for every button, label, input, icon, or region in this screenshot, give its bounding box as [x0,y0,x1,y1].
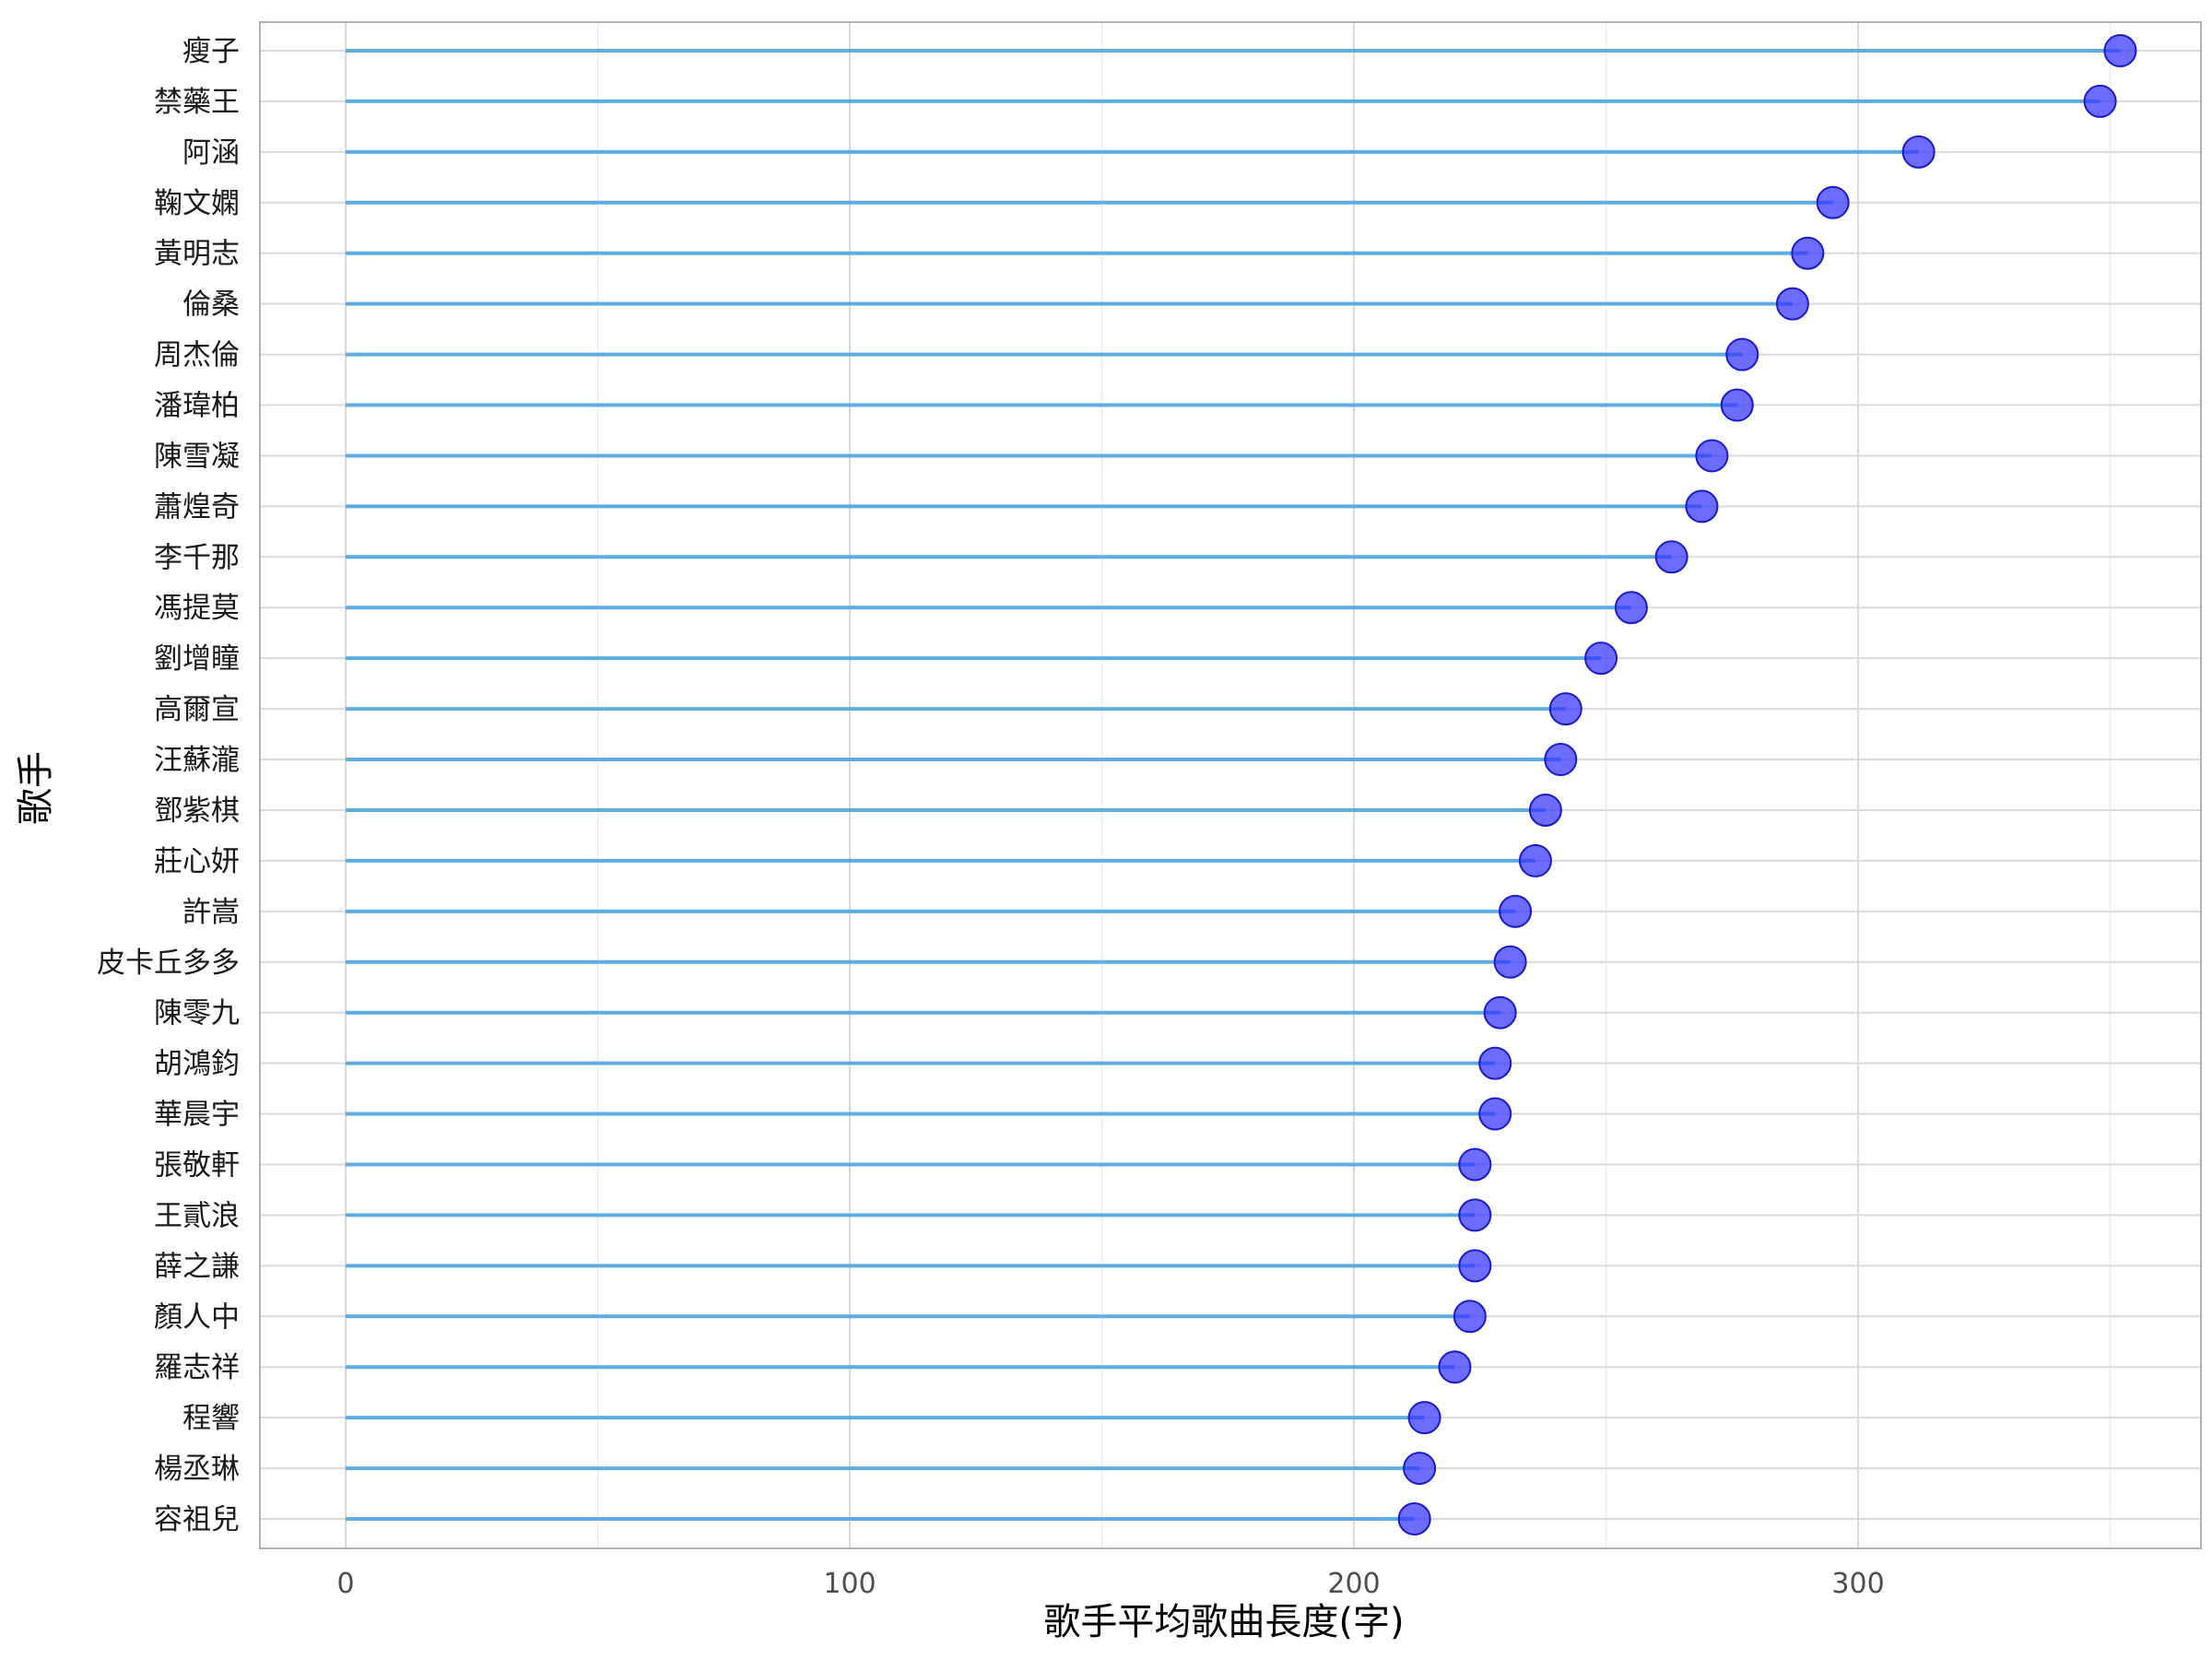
lollipop-point [1528,793,1562,827]
x-tick-label: 100 [823,1568,876,1600]
lollipop-point [1654,540,1688,574]
y-category-label: 莊心妍 [154,845,240,878]
lollipop-point [1458,1147,1492,1182]
y-category-label: 羅志祥 [154,1351,240,1384]
lollipop-point [1548,692,1583,726]
y-category-label: 李千那 [154,541,240,574]
y-category-label: 楊丞琳 [154,1453,240,1486]
y-category-label: 蕭煌奇 [154,490,240,524]
y-category-label: 許嵩 [182,896,240,929]
y-category-label: 劉增瞳 [154,642,240,676]
x-tick-label: 0 [336,1568,354,1600]
lollipop-point [1478,1097,1512,1131]
y-category-label: 張敬軒 [154,1148,240,1182]
lollipop-point [1403,1452,1437,1486]
y-category-label: 陳雪凝 [154,440,240,473]
y-category-label: 馮提莫 [154,592,240,625]
y-category-label: 禁藥王 [154,86,240,119]
panel-border [259,21,2202,1549]
y-category-label: 瘦子 [182,35,240,68]
lollipop-point [1397,1502,1431,1535]
y-category-label: 鞠文嫻 [154,187,240,220]
lollipop-point [1816,185,1850,219]
lollipop-point [1458,1249,1492,1283]
x-tick-labels: 0 100 200 300 [336,1568,1884,1600]
y-category-label: 容祖兒 [154,1503,240,1536]
lollipop-point [1407,1401,1441,1435]
lollipop-point [1791,236,1825,270]
lollipop-point [1478,1046,1512,1080]
lollipop-points [1397,34,2137,1535]
lollipop-point [1458,1198,1492,1232]
y-category-label: 黃明志 [154,238,240,271]
y-category-label: 阿涵 [182,136,240,170]
lollipop-point [2083,84,2117,118]
lollipop-point [1483,995,1517,1030]
y-category-label: 薛之謙 [154,1250,240,1283]
y-category-label: 潘瑋柏 [154,390,240,423]
y-category-label: 皮卡丘多多 [97,947,240,980]
y-axis-title: 歌手 [15,751,57,825]
lollipop-point [1685,489,1719,524]
y-category-label: 倫桑 [182,288,240,322]
y-category-label: 高爾宣 [154,693,240,726]
lollipop-point [1775,287,1809,321]
y-category-label: 陳零九 [154,997,240,1030]
y-category-labels: 瘦子禁藥王阿涵鞠文嫻黃明志倫桑周杰倫潘瑋柏陳雪凝蕭煌奇李千那馮提莫劉增瞳高爾宣汪… [97,35,240,1536]
lollipop-point [1453,1300,1487,1334]
lollipop-point [1614,591,1648,625]
y-category-label: 周杰倫 [154,339,240,372]
lollipop-point [1584,641,1618,676]
lollipop-point [1438,1350,1472,1384]
y-category-label: 鄧紫棋 [154,794,240,828]
minor-gridlines [596,22,2112,1548]
x-tick-label: 300 [1831,1568,1884,1600]
x-tick-label: 200 [1327,1568,1380,1600]
y-category-label: 汪蘇瀧 [154,744,240,777]
x-axis-title: 歌手平均歌曲長度(字) [1043,1601,1404,1643]
lollipop-point [1725,337,1759,371]
y-category-label: 程響 [182,1402,240,1435]
lollipop-point [1901,135,1936,169]
lollipop-point [1493,945,1527,979]
lollipop-point [1499,894,1533,928]
lollipop-point [2103,34,2137,67]
y-category-label: 顏人中 [154,1300,240,1334]
lollipop-point [1695,439,1729,473]
y-category-label: 王貳浪 [154,1199,240,1232]
y-category-label: 胡鴻鈞 [154,1048,240,1081]
lollipop-stems [345,49,2121,1521]
lollipop-point [1544,743,1578,777]
lollipop-point [1518,843,1552,877]
lollipop-point [1720,388,1754,422]
y-category-label: 華晨宇 [154,1099,240,1132]
